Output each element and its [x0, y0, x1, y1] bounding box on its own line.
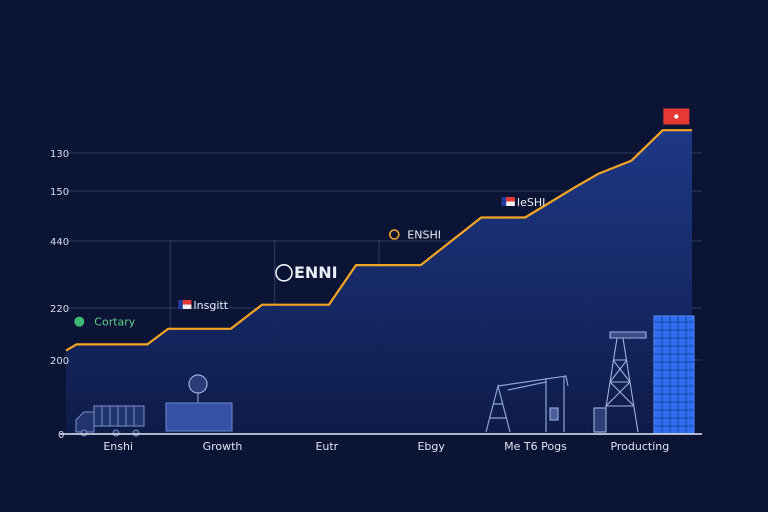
annotation: Insgitt — [178, 299, 229, 312]
oil-derrick-icon — [593, 331, 647, 433]
y-tick-label: 440 — [50, 237, 69, 248]
annotation: IeSHI — [501, 196, 546, 209]
building-icon — [653, 315, 695, 435]
annotations: Cortary Insgitt ENNI ENSHI IeSHI — [74, 108, 690, 329]
annotation-label: Insgitt — [193, 299, 228, 312]
x-category-label: Producting — [610, 440, 669, 453]
y-tick-label: 0 — [58, 430, 64, 441]
y-tick-labels: 0 200 220 440 150 130 — [50, 149, 69, 441]
badge-icon — [388, 229, 400, 240]
annotation — [663, 108, 690, 125]
annotation-label: ENNI — [294, 263, 338, 282]
x-category-label: Ebgy — [417, 440, 445, 453]
x-category-label: Enshi — [103, 440, 133, 453]
annotation-label: ENSHI — [407, 229, 441, 242]
x-category-label: Me T6 Pogs — [504, 440, 567, 453]
y-tick-label: 150 — [50, 187, 69, 198]
truck-icon — [75, 405, 145, 437]
flag-icon — [178, 300, 192, 310]
flag-icon — [501, 197, 515, 206]
flag-icon — [663, 108, 690, 125]
y-tick-label: 220 — [50, 304, 69, 315]
series-area — [66, 130, 692, 434]
x-category-label: Growth — [203, 440, 243, 453]
leaf-icon — [74, 316, 85, 327]
container-icon — [165, 374, 233, 432]
annotation-label: IeSHI — [517, 196, 546, 209]
annotation: Cortary — [74, 316, 136, 329]
pumpjack-icon — [485, 375, 569, 433]
annotation-label: Cortary — [94, 316, 136, 329]
x-category-label: Eutr — [315, 440, 338, 453]
y-tick-label: 130 — [50, 149, 69, 160]
series-line — [65, 129, 692, 352]
y-tick-label: 200 — [50, 356, 69, 367]
annotation: ENSHI — [388, 229, 441, 242]
emblem-icon — [275, 264, 293, 282]
annotation: ENNI — [275, 263, 338, 282]
x-category-labels: Enshi Growth Eutr Ebgy Me T6 Pogs Producting — [103, 440, 669, 453]
